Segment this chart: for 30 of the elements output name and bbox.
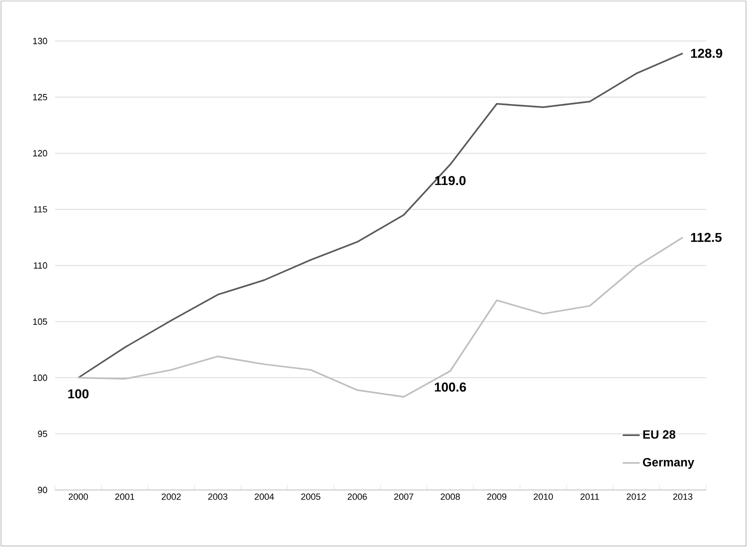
data-label: 100.6 [434,382,466,392]
x-tick-label: 2004 [254,494,274,500]
x-tick-label: 2009 [487,494,506,500]
x-tick-label: 2013 [673,494,692,500]
y-tick-label: 115 [34,206,48,212]
x-tick-label: 2011 [580,494,599,500]
legend-label: EU 28 [643,430,676,439]
data-label: 119.0 [435,176,466,186]
x-tick-label: 2007 [394,494,414,500]
y-tick-label: 100 [33,374,48,381]
data-label: 128.9 [691,48,722,58]
data-label: 100 [68,389,89,398]
y-tick-label: 90 [38,486,48,494]
x-tick-label: 2005 [301,494,320,500]
x-tick-label: 2012 [626,494,646,500]
y-tick-label: 120 [33,150,48,156]
y-tick-label: 125 [33,94,48,100]
x-tick-label: 2008 [440,494,460,500]
y-tick-label: 110 [34,262,48,269]
data-label: 112.5 [691,232,722,242]
legend-label: Germany [642,458,694,469]
x-tick-label: 2006 [348,494,367,500]
x-tick-label: 2001 [115,494,134,500]
x-tick-label: 2010 [534,494,553,500]
x-tick-label: 2000 [68,494,88,500]
y-tick-label: 130 [33,38,48,44]
x-tick-label: 2003 [208,494,228,500]
y-tick-label: 105 [33,318,48,325]
x-tick-label: 2002 [162,494,181,500]
y-tick-label: 95 [38,430,48,438]
